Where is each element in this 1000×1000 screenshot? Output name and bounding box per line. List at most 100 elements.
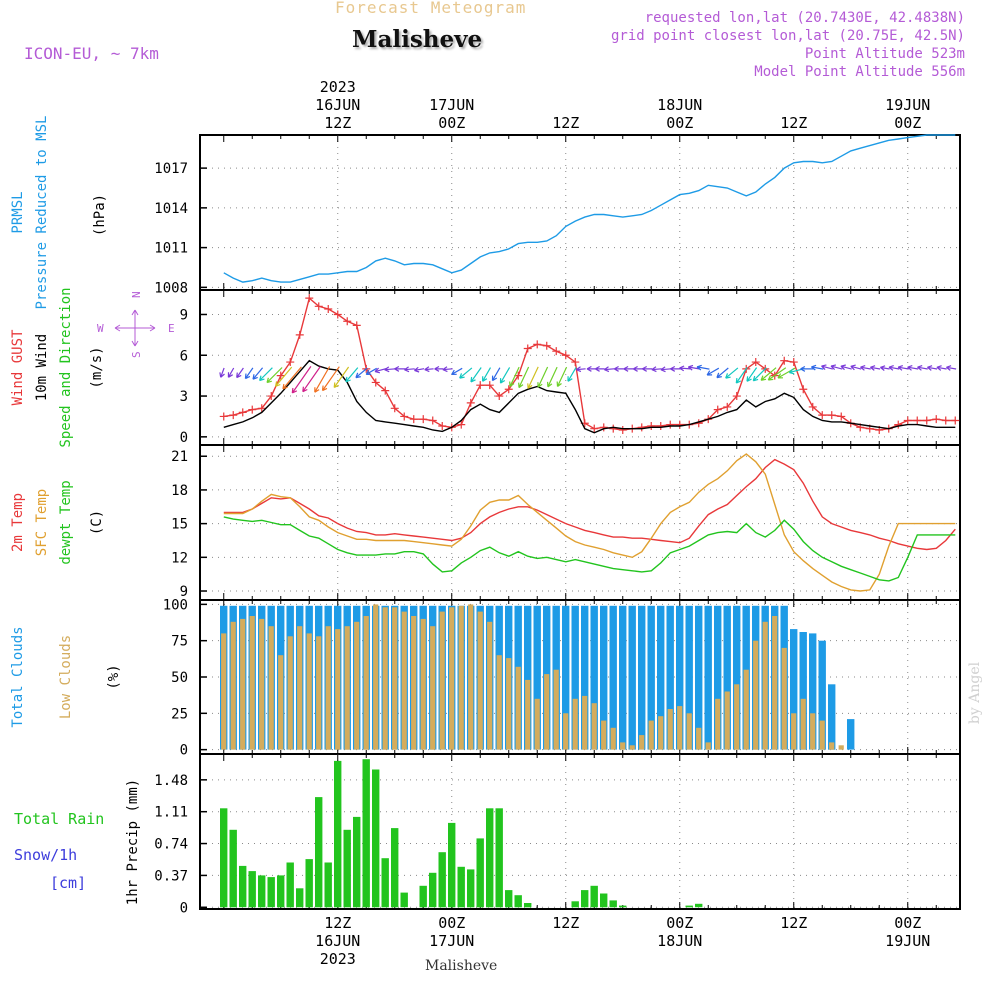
snow-label: Snow/1h — [14, 846, 77, 864]
panel-1-ylabel: Wind GUST — [10, 329, 26, 405]
wind-arrow — [623, 365, 634, 372]
panel-4-bar — [239, 865, 247, 908]
panel-1-ytick-label: 3 — [180, 389, 188, 405]
bottom-time-label: 00Z — [666, 914, 693, 932]
gust-marker — [732, 392, 741, 401]
panel-3-bar — [325, 626, 331, 750]
panel-2-ytick-label: 21 — [171, 449, 188, 465]
gust-marker — [552, 347, 561, 356]
panel-4-bar — [495, 808, 503, 908]
panel-3-bar — [515, 666, 521, 750]
panel-3-bar — [723, 605, 731, 750]
wind-arrow — [509, 366, 520, 387]
panel-4-bar — [248, 871, 256, 908]
top-time-label: 17JUN — [429, 96, 474, 114]
panel-3-ytick-label: 100 — [163, 597, 188, 613]
panel-4-frame — [199, 753, 961, 910]
wind-arrow — [767, 367, 787, 381]
gust-marker — [951, 416, 960, 425]
panel-2-unit: (C) — [89, 510, 105, 535]
gust-marker — [504, 385, 513, 394]
wind-arrow — [696, 364, 710, 371]
wind-arrow — [642, 365, 653, 372]
wind-arrow — [499, 367, 511, 384]
panel-3-bar — [818, 640, 826, 750]
gust-marker — [799, 385, 808, 394]
wind-arrow — [897, 365, 909, 371]
panel-3-bar — [363, 616, 369, 750]
gust-marker — [827, 411, 836, 420]
gust-marker — [542, 341, 551, 350]
panel-4-bar — [286, 862, 294, 908]
gust-marker — [837, 412, 846, 421]
gust-marker — [400, 412, 409, 421]
compass-west: W — [97, 322, 104, 335]
wind-arrow — [219, 367, 225, 378]
panel-3-bar — [582, 695, 588, 750]
bottom-time-label: 12Z — [780, 914, 807, 932]
panel-4-bar — [334, 760, 342, 908]
gust-marker — [599, 423, 608, 432]
top-time-label: 00Z — [666, 114, 693, 132]
panel-3-bar — [714, 605, 722, 750]
wind-arrow — [424, 366, 434, 373]
panel-4-ytick-label: 0.37 — [154, 868, 188, 884]
wind-arrow — [459, 367, 473, 379]
gust-marker — [390, 404, 399, 413]
top-time-label: 18JUN — [657, 96, 702, 114]
panel-3-bar — [335, 629, 341, 750]
panel-4-bar — [524, 903, 532, 908]
bottom-time-label: 00Z — [894, 914, 921, 932]
wind-arrow — [282, 366, 302, 390]
wind-arrow — [927, 365, 938, 371]
panel-3-bar — [477, 611, 483, 750]
wind-arrow — [716, 367, 729, 379]
panel-4-bar — [315, 797, 323, 908]
panel-3-bar — [430, 626, 436, 750]
panel-3-bar — [628, 605, 636, 750]
panel-3-bar — [553, 669, 559, 750]
gust-marker — [818, 411, 827, 420]
wind-arrow — [850, 364, 862, 371]
panel-4-bar — [220, 808, 228, 908]
panel-4-bar — [505, 890, 513, 908]
wind-arrow — [746, 367, 758, 382]
panel-3-bar — [306, 633, 312, 750]
panel-3-bar — [449, 607, 455, 750]
panel-3-ytick-label: 75 — [171, 634, 188, 650]
panel-3-bar — [401, 611, 407, 750]
panel-1-series-1-line — [223, 359, 956, 434]
wind-arrow — [275, 366, 293, 387]
wind-arrow — [811, 364, 824, 371]
panel-2-ylabel: 2m Temp — [10, 493, 26, 552]
gust-marker — [647, 421, 656, 430]
wind-arrow — [302, 366, 321, 393]
panel-3-bar — [667, 709, 673, 750]
gust-marker — [428, 416, 437, 425]
wind-arrow — [670, 365, 681, 372]
panel-3-bar — [458, 605, 464, 750]
gust-marker — [466, 398, 475, 407]
gust-marker — [343, 317, 352, 326]
wind-arrow — [321, 366, 340, 392]
panel-4-ytick-label: 1.48 — [154, 773, 188, 789]
panel-3-bar — [799, 632, 807, 750]
panel-4-bar — [324, 862, 332, 908]
bottom-time-label: 19JUN — [885, 932, 930, 950]
panel-4-bar — [486, 808, 494, 908]
panel-3-bar — [609, 605, 617, 750]
panel-2-series-1-line — [223, 453, 956, 592]
panel-4-ytick-label: 0.74 — [154, 837, 188, 853]
wind-arrow — [594, 365, 605, 372]
panel-0-ytick-label: 1011 — [154, 241, 188, 257]
panel-4-bar — [695, 903, 703, 908]
panel-0-ylabel: PRMSL — [10, 191, 26, 233]
wind-arrow — [632, 365, 643, 372]
panel-1-series-0-line — [223, 296, 956, 431]
gust-marker — [419, 415, 428, 424]
gust-marker — [314, 302, 323, 311]
top-time-label: 12Z — [780, 114, 807, 132]
panel-4-ytick-label: 1.11 — [154, 805, 188, 821]
wind-arrow — [355, 367, 368, 379]
panel-0-series-0-line — [223, 134, 956, 283]
